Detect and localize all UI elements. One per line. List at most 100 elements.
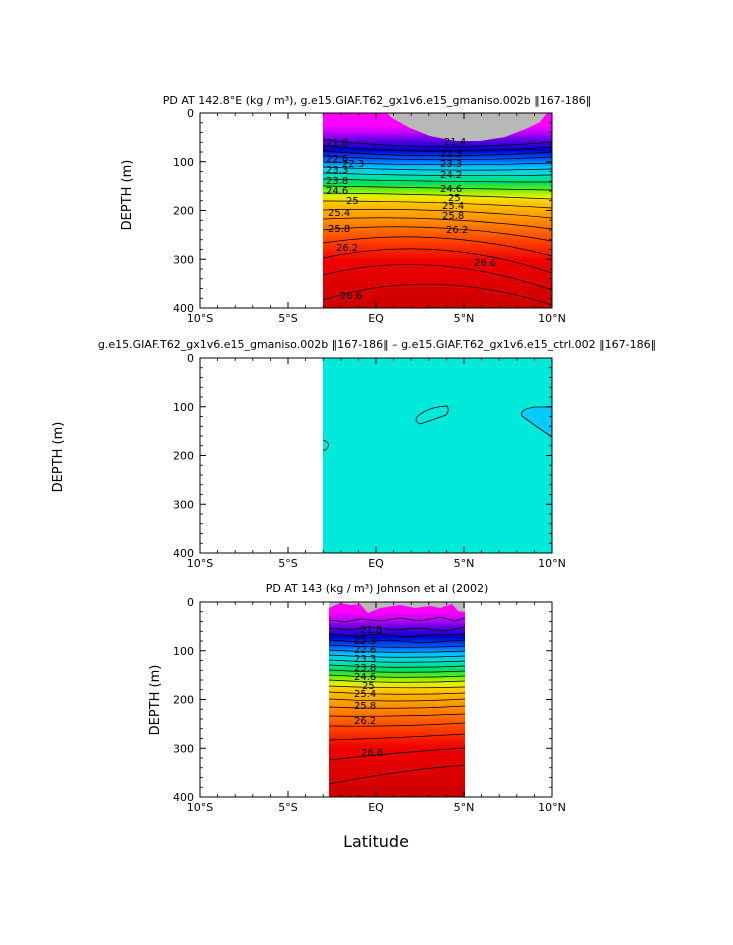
- y-tick-label: 0: [187, 107, 194, 120]
- panel-1-contour: [322, 172, 552, 177]
- panel-1-contour: [322, 226, 552, 242]
- panel-1-contour-label: 23.3: [326, 165, 348, 176]
- panel-1-contour-label: 22.3: [440, 149, 462, 160]
- y-tick-label: 100: [173, 401, 194, 414]
- panel-1-contour-labels: 21.8 22.6 23.3 22.3 23.8 24.6 25 25.4 25…: [326, 137, 496, 302]
- panel-1-contour: [322, 178, 552, 183]
- panel-3-contour-label: 25.4: [354, 689, 376, 700]
- panel-1-axes: DEPTH (m): [120, 160, 135, 231]
- panel-1-contour: [322, 283, 552, 306]
- panel-3-contour: [328, 747, 466, 761]
- y-tick-label: 0: [187, 596, 194, 609]
- panel-3-contour: [328, 713, 466, 717]
- panel-2: g.e15.GIAF.T62_gx1v6.e15_gmaniso.002b ‖1…: [51, 338, 656, 554]
- y-tick-label: 400: [173, 302, 194, 315]
- panel-1-contour: [322, 217, 552, 230]
- panel-1-contour-label: 25: [448, 193, 461, 204]
- panel-3-contour: [328, 616, 466, 623]
- x-tick-label: EQ: [368, 801, 384, 814]
- x-tick-label: 10°S: [187, 312, 213, 325]
- x-tick-label: EQ: [368, 312, 384, 325]
- panel-3-contour-lines: [328, 616, 466, 785]
- panel-1-contour: [322, 209, 552, 219]
- panel-1-contour-lines: [322, 139, 552, 306]
- panel-1-title: PD AT 142.8°E (kg / m³), g.e15.GIAF.T62_…: [163, 94, 591, 107]
- panel-1-contour-label: 25.4: [328, 208, 350, 219]
- panel-3-contour: [328, 674, 466, 678]
- x-tick-label: 5°N: [454, 801, 475, 814]
- panel-3-contour: [328, 722, 466, 727]
- panel-3-contour-label: 26.2: [354, 716, 376, 727]
- panel-1-ylabel: DEPTH (m): [120, 160, 135, 231]
- panel-3-contour-label: 21.8: [360, 625, 382, 636]
- panel-1-contour: [322, 139, 552, 147]
- panel-1-contour-label: 25.8: [328, 224, 350, 235]
- x-tick-label: 5°S: [278, 557, 297, 570]
- panel-1-contour-label: 22.3: [342, 159, 364, 170]
- panel-2-title: g.e15.GIAF.T62_gx1v6.e15_gmaniso.002b ‖1…: [98, 338, 656, 351]
- panel-1-contour: [322, 192, 552, 200]
- panel-3-contour-label: 22.3: [354, 636, 376, 647]
- panel-3-contour-label: 25.8: [354, 701, 376, 712]
- x-tick-label: 10°N: [538, 801, 566, 814]
- panel-3-contour: [328, 633, 466, 638]
- y-tick-label: 400: [173, 547, 194, 560]
- panel-3-title: PD AT 143 (kg / m³) Johnson et al (2002): [266, 582, 489, 595]
- x-tick-label: 10°S: [187, 557, 213, 570]
- panel-3-contour-label: 26.6: [361, 748, 383, 759]
- panel-1-contour-label: 26.6: [340, 291, 362, 302]
- panel-3-contour: [328, 649, 466, 653]
- x-tick-label: 5°S: [278, 312, 297, 325]
- y-tick-label: 0: [187, 352, 194, 365]
- panel-3-contour-label: 23.8: [354, 663, 376, 674]
- panel-1-contour: [322, 145, 552, 152]
- panel-1-contour: [322, 150, 552, 157]
- x-tick-label: 10°N: [538, 312, 566, 325]
- y-tick-label: 300: [173, 498, 194, 511]
- panel-1-contour: [322, 185, 552, 191]
- panel-1-contour-label: 23.8: [326, 176, 348, 187]
- panel-2-ylabel: DEPTH (m): [51, 422, 66, 493]
- panel-1-plot-area: 21.8 22.6 23.3 22.3 23.8 24.6 25 25.4 25…: [322, 113, 552, 308]
- panel-1-contour: [322, 161, 552, 166]
- panel-3-contour-label: 25: [362, 681, 375, 692]
- panel-3-contour: [328, 626, 466, 632]
- x-tick-label: 10°N: [538, 557, 566, 570]
- panel-1-contour-label: 26.6: [474, 258, 496, 269]
- panel-2-difference-field: [323, 358, 552, 553]
- panel-1-contour-label: 24.6: [326, 186, 348, 197]
- panel-3-contour-labels: 21.8 22.3 22.6 23.3 23.8 24.6 25 25.4 25…: [354, 625, 383, 759]
- panel-3-contour: [328, 659, 466, 663]
- panel-1-contour-label: 21.8: [326, 138, 348, 149]
- panel-3-contour: [328, 698, 466, 702]
- panel-3-contour: [328, 733, 466, 741]
- panel-3-contour: [328, 639, 466, 644]
- panel-2-closed-contour: [415, 405, 449, 425]
- panel-3-contour: [328, 644, 466, 648]
- panel-3-plot-area: 21.8 22.3 22.6 23.3 23.8 24.6 25 25.4 25…: [328, 602, 466, 797]
- panel-2-closed-contour: [521, 406, 552, 438]
- x-tick-label: 5°N: [454, 557, 475, 570]
- panel-1-contour-label: 21.4: [444, 137, 466, 148]
- panel-3-contour: [328, 664, 466, 668]
- panel-2-plot-area: [322, 358, 552, 553]
- panel-1-contour-label: 22.6: [326, 154, 348, 165]
- panel-1-contour: [322, 248, 552, 274]
- panel-3-contour: [328, 764, 466, 785]
- panel-1-contour-label: 24.6: [440, 184, 462, 195]
- panel-3-contour: [328, 679, 466, 683]
- panel-1-contour: [322, 264, 552, 291]
- panel-3-contour-label: 24.6: [354, 672, 376, 683]
- panel-3-contour: [328, 685, 466, 689]
- y-tick-label: 400: [173, 791, 194, 804]
- y-tick-label: 300: [173, 253, 194, 266]
- panel-1-contour-label: 26.2: [446, 225, 468, 236]
- x-tick-label: EQ: [368, 557, 384, 570]
- panel-3-contour-label: 23.3: [354, 654, 376, 665]
- panel-3-contour-label: 22.6: [354, 645, 376, 656]
- panel-3-xlabel: Latitude: [343, 832, 409, 851]
- panel-3-missing-data-region: [329, 602, 465, 613]
- panel-1: PD AT 142.8°E (kg / m³), g.e15.GIAF.T62_…: [120, 94, 591, 309]
